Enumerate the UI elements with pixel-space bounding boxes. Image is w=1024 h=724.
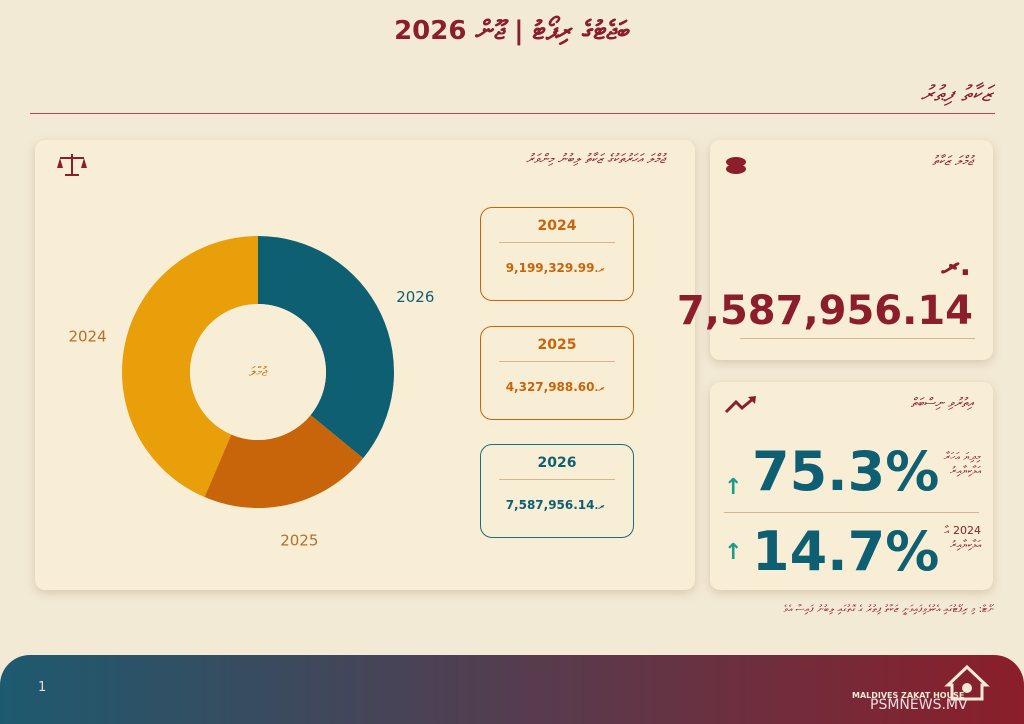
slice-label: 2025 [280, 532, 318, 550]
pie-slice [122, 236, 258, 498]
subtitle: ޒަކާތު ފިޠުރު [920, 82, 992, 107]
year-card: 2024 ރ.9,199,329.99 [480, 207, 634, 301]
growth-value: 14.7% [752, 520, 940, 583]
card-amount: 9,199,329.99 [505, 261, 595, 275]
currency: ރ. [594, 383, 605, 394]
divider [724, 512, 979, 513]
scale-icon [57, 154, 87, 176]
growth-value: 75.3% [752, 440, 940, 503]
pie-slice [258, 236, 394, 459]
total-amount: 7,587,956.14 [676, 288, 973, 334]
pie-slice [204, 415, 364, 508]
donut-hole [190, 304, 326, 440]
chart-title: ޖުމްލަ އަހަރުތަކުގެ ޒަކާތު ލިބުނު މިންވަ… [526, 152, 665, 167]
currency: ރ. [594, 264, 605, 275]
card-year: 2024 [499, 218, 615, 243]
growth-note: 2024 އާ އަޅާކިޔާއިރު [944, 524, 981, 551]
footnote: ނޯޓް: މި ރިޕޯޓުގައި އެކުލެވިފައިވަނީ ޒަކ… [783, 604, 994, 615]
total-card: ޖުމްލަ ޒަކާތު ރ. 7,587,956.14 [677, 140, 993, 360]
logo [944, 664, 990, 701]
growth-note: މިދިޔަ އަހަރާ އަޅާކިޔާއިރު [943, 450, 981, 477]
card-amount-row: ރ.9,199,329.99 [481, 261, 633, 275]
currency: ރ. [941, 248, 971, 283]
org-name: MALDIVES ZAKAT HOUSE [852, 691, 965, 700]
card-amount-row: ރ.4,327,988.60 [481, 380, 633, 394]
trend-icon [724, 396, 756, 414]
title: ބަޖެޓުގެ ރިޕޯޓު | ޖޫން 2026 [394, 16, 630, 46]
footer: 1 MALDIVES ZAKAT HOUSE PSMNEWS.MV [0, 655, 1024, 724]
year-card: 2025 ރ.4,327,988.60 [480, 326, 634, 420]
up-arrow: ↑ [724, 540, 743, 565]
divider [740, 338, 975, 339]
growth-card: އިތުރުވި ނިސްބަތް ↑ 75.3% މިދިޔަ އަހަރާ … [710, 382, 993, 590]
currency: ރ. [594, 501, 605, 512]
center-label: ޖުމްލަ [249, 365, 268, 380]
coins-icon [726, 157, 746, 174]
watermark: PSMNEWS.MV [870, 697, 968, 713]
card-year: 2026 [499, 455, 615, 480]
divider [30, 113, 995, 114]
card-amount: 7,587,956.14 [505, 498, 595, 512]
card-amount-row: ރ.7,587,956.14 [481, 498, 633, 512]
slice-label: 2024 [68, 328, 106, 346]
donut-chart: 2026 2025 2024 ޖުމްލަ [68, 236, 434, 550]
up-arrow: ↑ [724, 475, 743, 500]
card-year: 2025 [499, 337, 615, 362]
total-label: ޖުމްލަ ޒަކާތު [932, 154, 973, 169]
card-amount: 4,327,988.60 [505, 380, 595, 394]
page-number: 1 [38, 680, 47, 695]
year-card: 2026 ރ.7,587,956.14 [480, 444, 634, 538]
growth-label: އިތުރުވި ނިސްބަތް [910, 396, 973, 411]
slice-label: 2026 [396, 288, 434, 306]
